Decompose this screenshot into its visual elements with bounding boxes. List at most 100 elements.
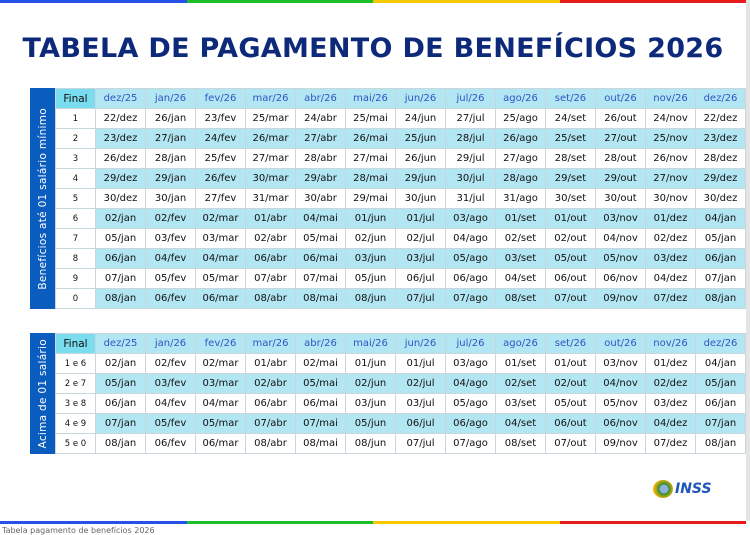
payment-date: 01/jul (395, 353, 446, 374)
payment-date: 05/nov (595, 248, 646, 269)
payment-date: 30/set (545, 188, 596, 209)
payment-date: 03/nov (595, 353, 646, 374)
payment-date: 03/mar (195, 373, 246, 394)
payment-date: 02/jul (395, 228, 446, 249)
payment-date: 30/nov (645, 188, 696, 209)
payment-date: 29/mai (345, 188, 396, 209)
payment-date: 08/jan (95, 433, 146, 454)
payment-date: 02/abr (245, 228, 296, 249)
payment-date: 02/mar (195, 353, 246, 374)
payment-date: 03/set (495, 248, 546, 269)
table-row: 5 e 0 08/jan 06/fev 06/mar 08/abr 08/mai 08/ju… (55, 433, 746, 454)
month-header: out/26 (595, 88, 646, 109)
month-header: out/26 (595, 333, 646, 354)
payment-date: 31/mar (245, 188, 296, 209)
payment-date: 05/nov (595, 393, 646, 414)
side-label-text: Acima de 01 salário (36, 338, 49, 449)
side-label: Acima de 01 salário (30, 333, 55, 454)
payment-date: 27/nov (645, 168, 696, 189)
table-row: 8 06/jan 04/fev 04/mar 06/abr 06/mai 03/jun 03/… (55, 248, 746, 269)
payment-date: 28/ago (495, 168, 546, 189)
header-row: Final dez/25 jan/26 fev/26 mar/26 abr/26 mai/2… (55, 88, 746, 109)
payment-date: 03/jun (345, 248, 396, 269)
payment-date: 26/jun (395, 148, 446, 169)
payment-date: 03/fev (145, 373, 196, 394)
payment-date: 01/dez (645, 353, 696, 374)
payment-date: 30/mar (245, 168, 296, 189)
payment-date: 06/nov (595, 413, 646, 434)
payment-date: 27/ago (495, 148, 546, 169)
month-header: mar/26 (245, 88, 296, 109)
payment-date: 29/out (595, 168, 646, 189)
table-row: 2 23/dez 27/jan 24/fev 26/mar 27/abr 26/mai 25/… (55, 128, 746, 149)
payment-date: 30/jan (145, 188, 196, 209)
payment-date: 08/jan (695, 288, 746, 309)
header-row: Final dez/25 jan/26 fev/26 mar/26 abr/26 mai/2… (55, 333, 746, 354)
payment-date: 05/ago (445, 393, 496, 414)
final-digit: 9 (55, 268, 96, 289)
month-header: dez/26 (695, 333, 746, 354)
table-row: 3 26/dez 28/jan 25/fev 27/mar 28/abr 27/mai 26/… (55, 148, 746, 169)
payment-date: 02/dez (645, 228, 696, 249)
stripe-segment (559, 0, 746, 3)
payment-date: 06/ago (445, 268, 496, 289)
stripe-segment (0, 0, 187, 3)
payment-date: 30/dez (695, 188, 746, 209)
payment-date: 07/ago (445, 433, 496, 454)
table-acima-salario: Acima de 01 salário Final dez/25 jan/26 fev… (30, 333, 746, 454)
final-digit: 5 e 0 (55, 433, 96, 454)
payment-date: 29/set (545, 168, 596, 189)
payment-date: 23/dez (695, 128, 746, 149)
payment-date: 05/mai (295, 373, 346, 394)
page-title: TABELA DE PAGAMENTO DE BENEFÍCIOS 2026 (22, 33, 724, 64)
payment-date: 24/nov (645, 108, 696, 129)
payment-date: 08/abr (245, 288, 296, 309)
stripe-segment (0, 521, 187, 524)
payment-date: 27/jul (445, 108, 496, 129)
payment-date: 06/jan (95, 393, 146, 414)
payment-date: 05/mar (195, 268, 246, 289)
table-row: 1 e 6 02/jan 02/fev 02/mar 01/abr 02/mai 01/ju… (55, 353, 746, 374)
month-header: abr/26 (295, 88, 346, 109)
payment-date: 06/jan (695, 393, 746, 414)
final-digit: 6 (55, 208, 96, 229)
payment-date: 06/abr (245, 393, 296, 414)
payment-date: 31/ago (495, 188, 546, 209)
payment-date: 28/jul (445, 128, 496, 149)
payment-date: 03/dez (645, 393, 696, 414)
payment-date: 02/fev (145, 353, 196, 374)
payment-date: 24/set (545, 108, 596, 129)
payment-date: 01/jun (345, 353, 396, 374)
payment-date: 02/set (495, 228, 546, 249)
top-color-stripe (0, 0, 746, 3)
table-row: 2 e 7 05/jan 03/fev 03/mar 02/abr 05/mai 02/ju… (55, 373, 746, 394)
final-digit: 4 (55, 168, 96, 189)
payment-date: 01/set (495, 208, 546, 229)
payment-date: 27/out (595, 128, 646, 149)
payment-date: 04/nov (595, 373, 646, 394)
payment-date: 05/jan (95, 228, 146, 249)
payment-date: 07/jan (695, 268, 746, 289)
payment-date: 26/fev (195, 168, 246, 189)
payment-date: 30/out (595, 188, 646, 209)
payment-date: 04/mai (295, 208, 346, 229)
table-row: 0 08/jan 06/fev 06/mar 08/abr 08/mai 08/jun 07/… (55, 288, 746, 309)
payment-date: 03/jul (395, 393, 446, 414)
payment-date: 30/dez (95, 188, 146, 209)
payment-date: 03/jun (345, 393, 396, 414)
payment-date: 22/dez (695, 108, 746, 129)
final-header: Final (55, 88, 96, 109)
payment-date: 04/ago (445, 373, 496, 394)
payment-date: 06/out (545, 268, 596, 289)
payment-date: 02/mai (295, 353, 346, 374)
inss-logo-icon (653, 480, 673, 498)
payment-date: 27/fev (195, 188, 246, 209)
month-header: set/26 (545, 333, 596, 354)
payment-date: 25/ago (495, 108, 546, 129)
payment-date: 30/jun (395, 188, 446, 209)
payment-table: Final dez/25 jan/26 fev/26 mar/26 abr/26 mai/2… (55, 88, 746, 309)
month-header: nov/26 (645, 88, 696, 109)
table-ate-salario-minimo: Benefícios até 01 salário mínimo Final de… (30, 88, 746, 309)
final-digit: 1 e 6 (55, 353, 96, 374)
payment-date: 26/mar (245, 128, 296, 149)
